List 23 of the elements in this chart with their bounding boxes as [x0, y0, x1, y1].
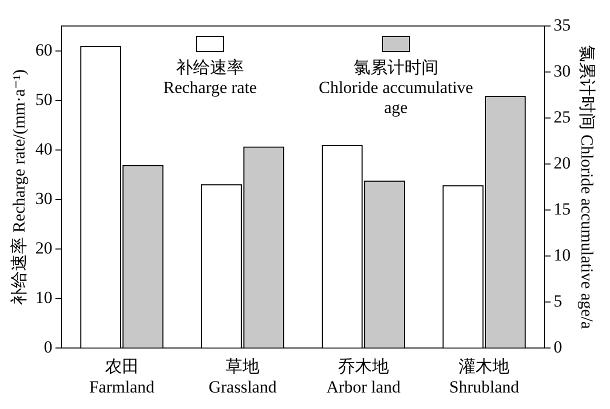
x-tick-label: 农田 Farmland [89, 356, 155, 396]
y2-tick-label: 30 [554, 61, 571, 80]
x-tick-label: 乔木地 Arbor land [326, 356, 401, 396]
x-tick-label: 草地 Grassland [208, 356, 278, 396]
x-tick-label: 灌木地 Shrubland [449, 356, 520, 396]
legend-label: 氯累计时间 Chloride accumulative age [318, 58, 474, 118]
y2-tick-label: 20 [554, 154, 571, 173]
y-tick-label: 50 [35, 90, 52, 109]
y-tick-label: 40 [35, 139, 52, 158]
y-tick-label: 60 [35, 40, 52, 60]
y-tick-label: 20 [35, 238, 52, 258]
y2-tick-label: 15 [554, 200, 571, 219]
y2-axis-title: 氯累计时间 Chloride accumulative age/a [577, 45, 596, 330]
y-tick-label: 30 [35, 188, 52, 208]
y2-tick-label: 10 [554, 246, 571, 265]
y2-tick-label: 5 [554, 292, 562, 311]
text: 补给速率 Recharge rate [162, 58, 258, 98]
y2-tick-label: 35 [554, 15, 571, 34]
y-tick-label: 10 [35, 288, 52, 308]
y-tick-label: 0 [44, 338, 52, 357]
y2-tick-label: 0 [554, 338, 562, 357]
y2-tick-label: 25 [554, 108, 571, 127]
y-axis-title: 补给速率 Recharge rate/(mm·a⁻¹) [10, 69, 29, 305]
